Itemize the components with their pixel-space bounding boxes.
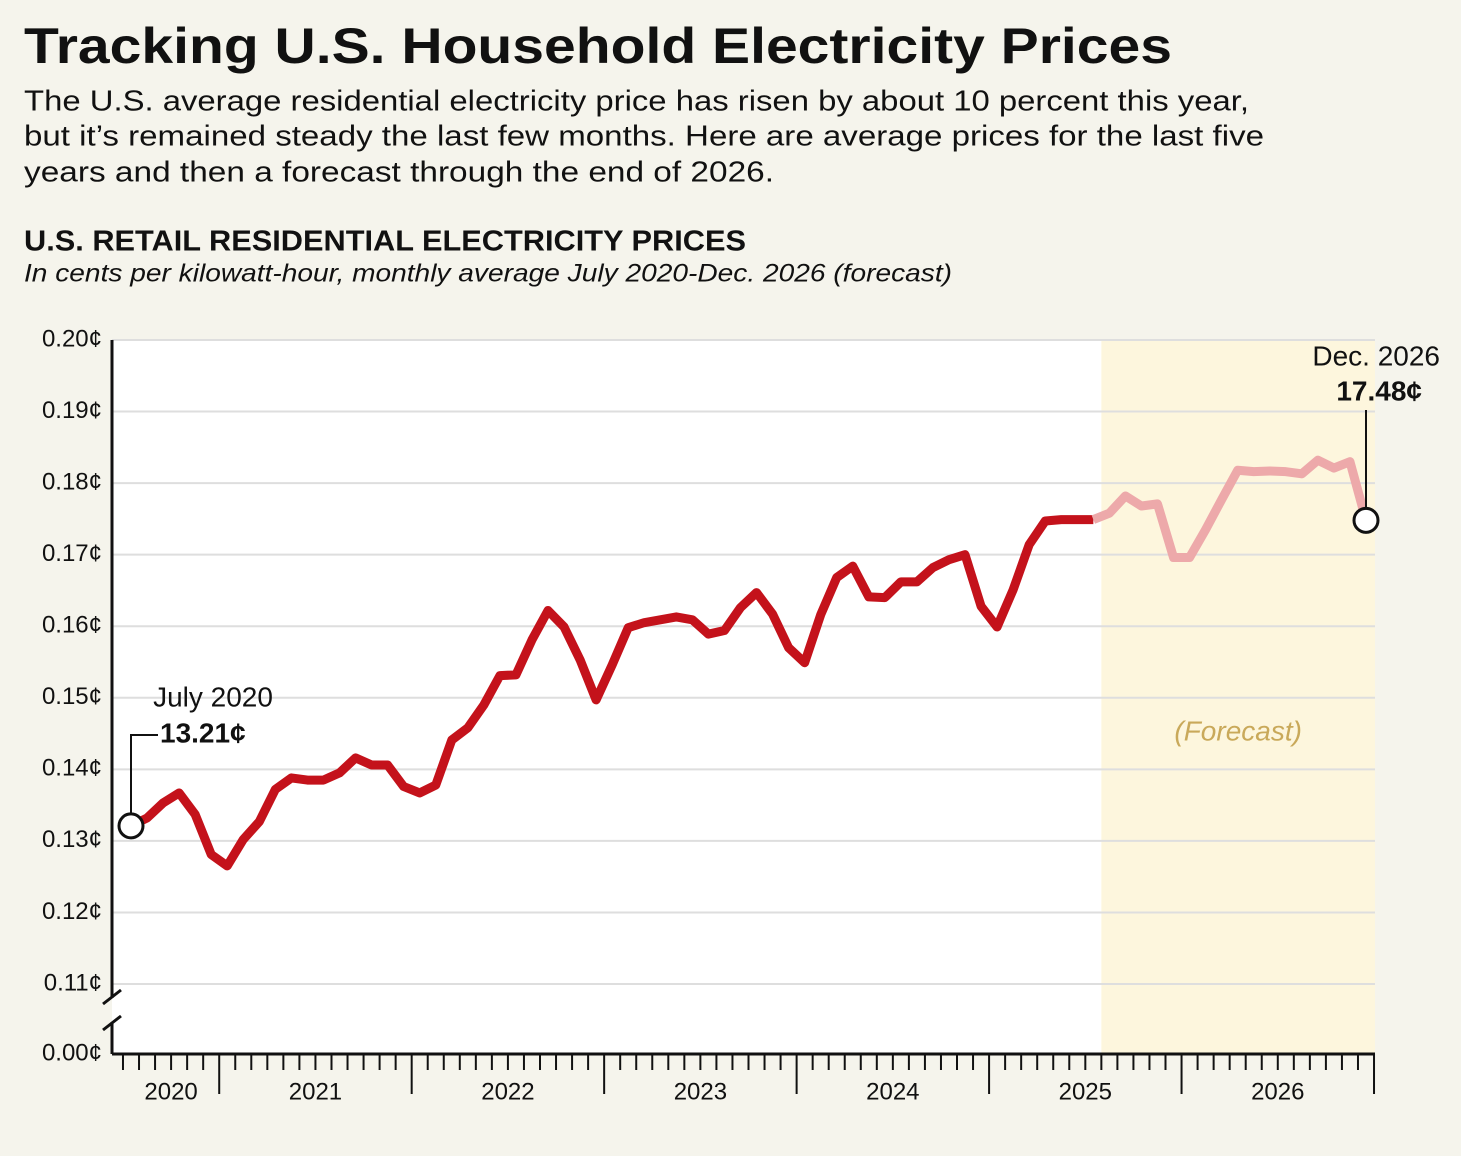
y-tick-label: 0.00¢ — [42, 1039, 102, 1066]
y-tick-label: 0.17¢ — [42, 540, 102, 567]
y-tick-label: 0.16¢ — [42, 612, 102, 639]
x-tick-label: 2024 — [866, 1078, 919, 1105]
chart-title: U.S. RETAIL RESIDENTIAL ELECTRICITY PRIC… — [24, 226, 746, 258]
y-tick-label: 0.15¢ — [42, 683, 102, 710]
point-label: July 2020 — [153, 681, 273, 712]
chart-subtitle: In cents per kilowatt-hour, monthly aver… — [24, 260, 952, 288]
series-line — [1091, 455, 1371, 563]
y-tick-label: 0.19¢ — [42, 397, 102, 424]
x-tick-label: 2026 — [1251, 1078, 1304, 1105]
x-tick-label: 2025 — [1059, 1078, 1112, 1105]
x-tick-label: 2022 — [481, 1078, 534, 1105]
y-tick-label: 0.13¢ — [42, 826, 102, 853]
y-tick-label: 0.12¢ — [42, 898, 102, 925]
plot-area: (Forecast) 0.00¢ 0.11¢ 0.12¢ 0.13¢ 0.14¢ 0.15¢… — [42, 325, 1440, 1105]
x-tick-label: 2021 — [289, 1078, 342, 1105]
series-line — [129, 515, 1094, 871]
description-line: The U.S. average residential electricity… — [24, 86, 1249, 118]
leader-line — [130, 734, 158, 826]
page-title: Tracking U.S. Household Electricity Pric… — [24, 18, 1172, 74]
point-marker — [1352, 506, 1380, 534]
point-marker — [117, 812, 145, 840]
value-label: 13.21¢ — [160, 717, 246, 748]
y-tick-label: 0.18¢ — [42, 468, 102, 495]
description-line: years and then a forecast through the en… — [24, 157, 774, 189]
y-tick-label: 0.14¢ — [42, 755, 102, 782]
y-tick-label: 0.20¢ — [42, 325, 102, 352]
description-line: but it’s remained steady the last few mo… — [24, 121, 1264, 153]
x-tick-label: 2023 — [674, 1078, 727, 1105]
value-label: 17.48¢ — [1336, 375, 1422, 406]
axis-break — [102, 988, 122, 1006]
x-tick-label: 2020 — [144, 1078, 197, 1105]
y-tick-label: 0.11¢ — [44, 969, 102, 996]
point-label: Dec. 2026 — [1312, 340, 1440, 371]
forecast-label: (Forecast) — [1174, 715, 1302, 746]
axis-break — [102, 1014, 122, 1032]
